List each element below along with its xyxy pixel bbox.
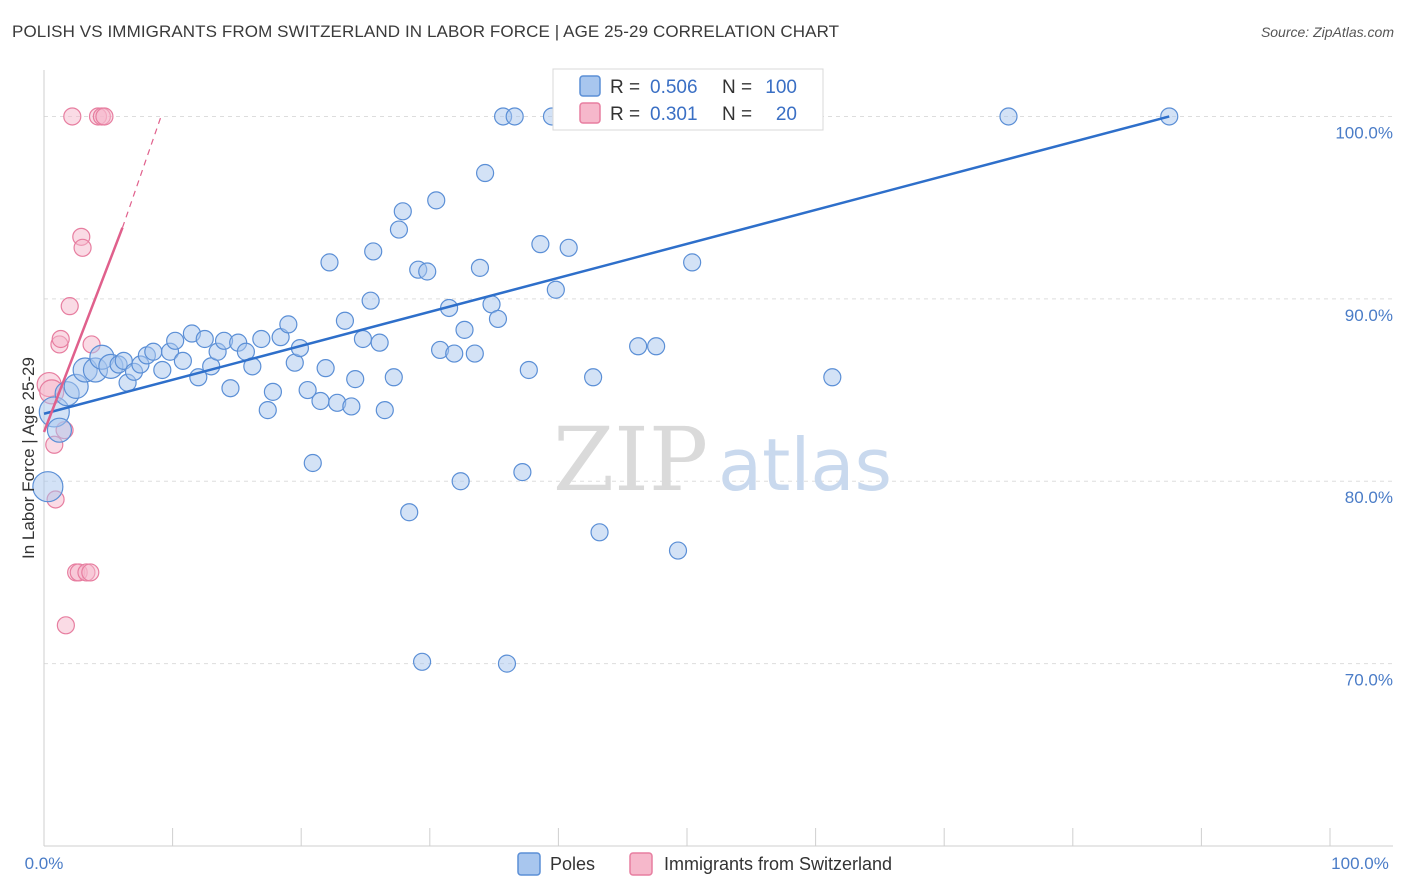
watermark-zip: ZIP bbox=[553, 408, 708, 511]
x-tick-marks bbox=[43, 828, 1331, 846]
swiss-trend-line bbox=[42, 227, 124, 433]
y-tick-label-100: 100.0% bbox=[1335, 123, 1393, 142]
poles-point bbox=[497, 654, 517, 673]
poles-point bbox=[513, 463, 532, 482]
poles-point bbox=[153, 360, 172, 380]
poles-point bbox=[144, 342, 163, 361]
poles-point bbox=[335, 311, 355, 330]
watermark: ZIP atlas bbox=[553, 408, 892, 511]
poles-point bbox=[316, 359, 335, 378]
y-axis-label: In Labor Force | Age 25-29 bbox=[19, 357, 38, 559]
poles-point bbox=[258, 401, 277, 420]
poles-point bbox=[400, 503, 419, 522]
poles-point bbox=[364, 242, 383, 261]
poles-point bbox=[195, 329, 214, 349]
trend-lines bbox=[42, 115, 1170, 433]
poles-point bbox=[252, 329, 271, 349]
poles-point bbox=[342, 397, 361, 416]
swiss-point bbox=[56, 616, 75, 635]
swiss-point bbox=[81, 563, 100, 582]
poles-point bbox=[445, 344, 464, 363]
legend-poles-swatch bbox=[517, 852, 541, 876]
poles-point bbox=[418, 262, 437, 281]
legend-poles-label: Poles bbox=[550, 854, 595, 874]
poles-point bbox=[263, 382, 283, 401]
poles-point bbox=[311, 391, 330, 411]
swiss-point bbox=[63, 107, 82, 126]
poles-point bbox=[546, 280, 565, 299]
poles-point bbox=[668, 541, 688, 560]
swiss-point bbox=[95, 107, 114, 126]
poles-point bbox=[683, 253, 702, 272]
axes bbox=[43, 70, 1393, 847]
poles-point bbox=[455, 320, 474, 339]
swiss-n-value: 20 bbox=[776, 104, 797, 125]
swiss-point bbox=[60, 297, 79, 316]
poles-n-label: N = bbox=[722, 77, 752, 98]
y-tick-label-90: 90.0% bbox=[1345, 306, 1393, 325]
poles-point bbox=[590, 523, 609, 542]
poles-point bbox=[427, 191, 446, 210]
poles-point bbox=[475, 163, 495, 183]
gridlines bbox=[44, 115, 1393, 665]
poles-point bbox=[173, 351, 192, 370]
swiss-point bbox=[51, 329, 70, 349]
poles-n-value: 100 bbox=[765, 77, 797, 98]
stats-legend: R = 0.506 N = 100 R = 0.301 N = 20 bbox=[552, 68, 824, 131]
series-legend: Poles Immigrants from Switzerland bbox=[517, 852, 892, 876]
poles-point bbox=[519, 360, 538, 380]
series-poles bbox=[32, 107, 1179, 673]
poles-point bbox=[823, 368, 842, 387]
poles-point bbox=[393, 202, 412, 221]
legend-swiss-swatch bbox=[629, 852, 653, 876]
poles-point bbox=[384, 368, 403, 387]
watermark-atlas: atlas bbox=[718, 423, 892, 507]
swiss-trend-extension bbox=[121, 116, 162, 228]
poles-point bbox=[389, 220, 409, 239]
poles-point bbox=[303, 453, 322, 473]
poles-point bbox=[999, 107, 1018, 126]
swiss-point bbox=[73, 238, 92, 257]
x-tick-label-max: 100.0% bbox=[1331, 854, 1389, 873]
poles-point bbox=[32, 471, 64, 503]
poles-point bbox=[375, 401, 394, 420]
poles-point bbox=[412, 652, 432, 671]
y-tick-label-70: 70.0% bbox=[1345, 671, 1393, 690]
poles-point bbox=[166, 331, 185, 350]
source-credit: Source: ZipAtlas.com bbox=[1260, 24, 1394, 40]
poles-point bbox=[346, 370, 365, 389]
poles-point bbox=[647, 337, 666, 356]
poles-point bbox=[531, 235, 550, 254]
poles-point bbox=[370, 333, 389, 352]
poles-point bbox=[488, 309, 508, 329]
legend-swiss-label: Immigrants from Switzerland bbox=[664, 854, 892, 874]
poles-point bbox=[221, 379, 240, 398]
poles-point bbox=[505, 107, 524, 126]
poles-point bbox=[451, 472, 470, 491]
poles-point bbox=[465, 344, 484, 363]
poles-point bbox=[46, 417, 73, 443]
poles-point bbox=[470, 258, 490, 277]
swiss-n-label: N = bbox=[722, 104, 752, 125]
poles-point bbox=[361, 291, 380, 310]
swiss-r-value: 0.301 bbox=[650, 104, 698, 125]
swiss-r-label: R = bbox=[610, 104, 640, 125]
poles-point bbox=[584, 368, 603, 387]
x-tick-label-min: 0.0% bbox=[25, 854, 64, 873]
poles-r-label: R = bbox=[610, 77, 640, 98]
poles-legend-swatch bbox=[579, 75, 601, 97]
poles-point bbox=[320, 253, 339, 272]
poles-trend-line bbox=[43, 115, 1170, 415]
poles-point bbox=[279, 315, 298, 334]
chart-title: POLISH VS IMMIGRANTS FROM SWITZERLAND IN… bbox=[12, 22, 840, 41]
poles-point bbox=[629, 337, 648, 356]
poles-point bbox=[353, 329, 373, 349]
y-tick-labels: 70.0% 80.0% 90.0% 100.0% bbox=[1335, 123, 1393, 689]
swiss-legend-swatch bbox=[579, 102, 601, 124]
y-tick-label-80: 80.0% bbox=[1345, 488, 1393, 507]
poles-r-value: 0.506 bbox=[650, 77, 698, 98]
poles-point bbox=[559, 238, 578, 257]
poles-point bbox=[298, 380, 317, 400]
